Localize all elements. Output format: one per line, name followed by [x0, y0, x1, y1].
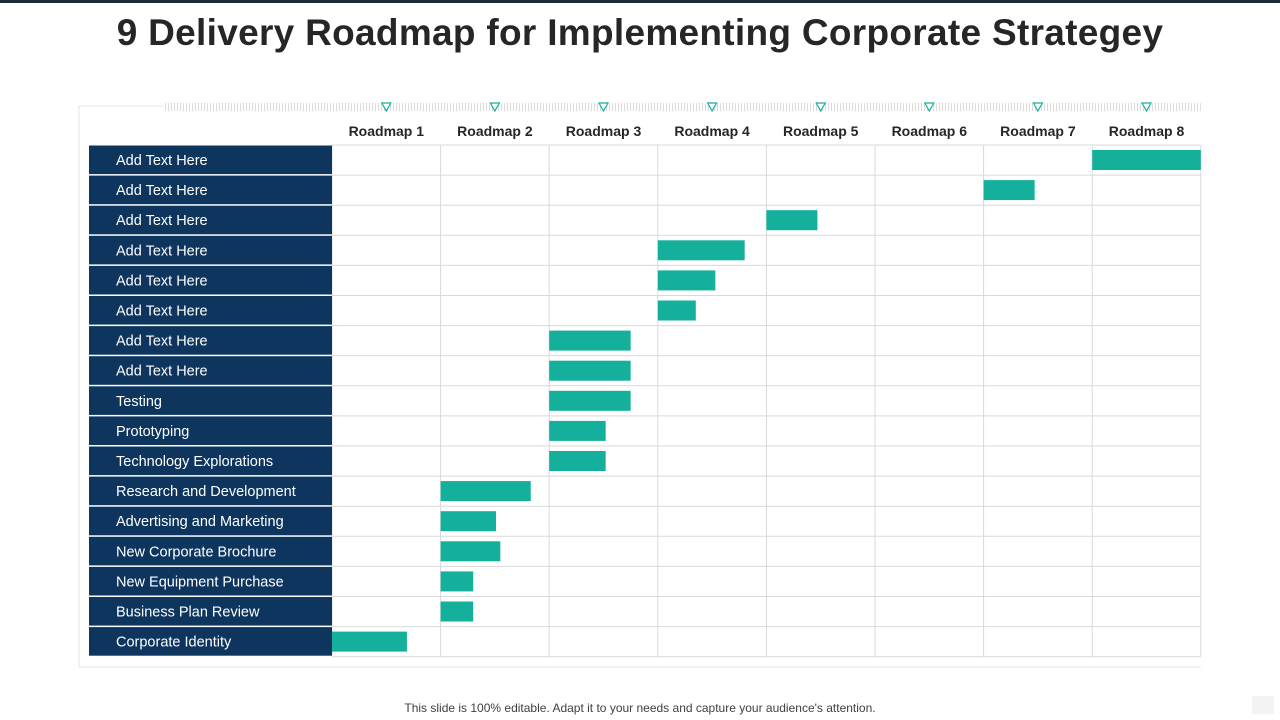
task-bar [549, 390, 631, 411]
milestone-marker-icon [923, 102, 935, 113]
task-bar [549, 451, 606, 471]
row-label-cell [89, 296, 332, 325]
row-label: Add Text Here [116, 304, 208, 320]
milestone-marker-icon [815, 102, 827, 113]
row-label: Add Text Here [116, 153, 208, 169]
column-header: Roadmap 4 [674, 123, 750, 139]
row-label: Add Text Here [116, 364, 208, 380]
row-label: Testing [116, 394, 162, 410]
corner-box [1252, 696, 1274, 714]
row-label-cell [89, 536, 332, 566]
column-header: Roadmap 5 [783, 123, 859, 139]
column-header: Roadmap 6 [892, 123, 968, 139]
row-label-cell [89, 446, 332, 476]
milestone-marker-icon [489, 102, 501, 113]
row-label-cell [89, 627, 332, 656]
row-label-cell [89, 597, 332, 626]
row-label: Add Text Here [116, 243, 208, 259]
row-label: Add Text Here [116, 273, 208, 289]
column-header: Roadmap 2 [457, 123, 533, 139]
row-label-cell [89, 476, 332, 506]
row-label: Technology Explorations [116, 454, 273, 470]
column-header: Roadmap 7 [1000, 123, 1076, 139]
task-bar [549, 420, 606, 441]
slide-title: 9 Delivery Roadmap for Implementing Corp… [116, 12, 1164, 53]
row-label: Add Text Here [116, 183, 208, 199]
column-header: Roadmap 3 [566, 123, 642, 139]
footer-note: This slide is 100% editable. Adapt it to… [404, 701, 876, 715]
task-bar [766, 210, 818, 231]
row-label-cell [89, 145, 332, 175]
row-label: Advertising and Marketing [116, 514, 284, 530]
row-label-cell [89, 205, 332, 235]
column-header: Roadmap 8 [1109, 123, 1185, 139]
task-bar [657, 300, 696, 321]
row-label-cell [89, 416, 332, 445]
row-label: Prototyping [116, 424, 189, 440]
row-label: Add Text Here [116, 213, 208, 229]
timeline-strip [163, 103, 1201, 111]
task-bar [440, 541, 501, 562]
row-label: New Corporate Brochure [116, 544, 276, 560]
task-bar [440, 601, 474, 622]
row-label-cell [89, 356, 332, 385]
row-label: Business Plan Review [116, 605, 260, 621]
column-header: Roadmap 1 [349, 123, 425, 139]
row-label: New Equipment Purchase [116, 574, 284, 590]
milestone-marker-icon [597, 102, 610, 113]
milestone-marker-icon [380, 102, 392, 113]
row-label-cell [89, 386, 332, 415]
task-bar [440, 571, 474, 592]
task-bar [657, 270, 716, 291]
task-bar [440, 481, 531, 502]
row-label-cell [89, 175, 332, 205]
task-bar [1092, 150, 1201, 170]
row-label: Research and Development [116, 484, 296, 500]
row-label-cell [89, 265, 332, 295]
top-accent-bar [0, 0, 1280, 3]
row-label: Corporate Identity [116, 635, 232, 651]
row-label-cell [89, 326, 332, 355]
row-label: Add Text Here [116, 334, 208, 350]
row-label-cell [89, 566, 332, 596]
task-bar [332, 631, 407, 652]
task-bar [440, 511, 496, 532]
milestone-marker-icon [1032, 102, 1044, 113]
milestone-marker-icon [1140, 102, 1153, 113]
row-label-cell [89, 506, 332, 536]
task-bar [549, 330, 631, 351]
row-label-cell [89, 235, 332, 265]
task-bar [983, 180, 1035, 201]
task-bar [657, 240, 745, 261]
task-bar [549, 360, 631, 381]
milestone-marker-icon [706, 102, 718, 113]
